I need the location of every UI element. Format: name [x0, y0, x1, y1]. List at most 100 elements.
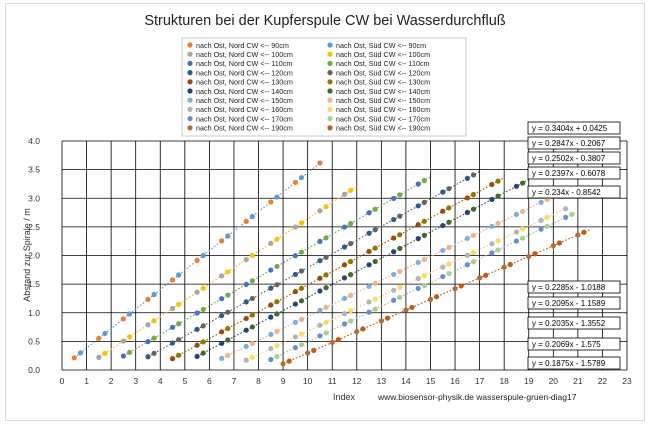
data-point: [176, 352, 182, 358]
equation-label: y = 0.2095x - 1.1589: [532, 299, 606, 308]
y-tick-label: 0.5: [28, 336, 40, 346]
data-point: [298, 331, 305, 337]
data-point: [323, 304, 329, 311]
data-point: [544, 223, 550, 229]
data-point: [464, 252, 470, 258]
data-point: [176, 337, 182, 343]
legend-label: nach Ost, Süd CW <-- 100cm: [336, 50, 430, 59]
data-point: [440, 222, 446, 229]
data-point: [470, 206, 477, 212]
data-point: [446, 186, 452, 192]
x-tick-label: 0: [60, 376, 65, 386]
x-tick-label: 3: [133, 376, 138, 386]
data-point: [169, 356, 176, 362]
equation-box: [527, 356, 621, 370]
data-point: [102, 350, 108, 356]
legend-box: [181, 37, 467, 137]
data-point: [292, 345, 298, 351]
data-point: [397, 213, 403, 219]
data-point: [495, 247, 501, 253]
data-point: [292, 334, 298, 340]
data-point: [415, 285, 421, 292]
data-point: [391, 287, 397, 293]
equation-box: [527, 151, 621, 165]
x-tick-label: 11: [328, 376, 337, 386]
data-point: [243, 281, 249, 287]
data-point: [464, 175, 470, 181]
data-point: [298, 268, 305, 274]
data-point: [169, 324, 176, 330]
data-point: [225, 325, 231, 332]
data-point: [464, 262, 470, 268]
legend-label: nach Ost, Süd CW <-- 120cm: [336, 68, 430, 77]
x-tick-label: 8: [256, 376, 261, 386]
data-point: [323, 204, 329, 210]
data-point: [415, 222, 421, 228]
y-tick-label: 3.5: [28, 165, 40, 175]
y-tick-labels: 0.0 0.5 1.0 1.5 2.0 2.5 3.0 3.5 4.0: [28, 136, 40, 375]
data-point: [341, 321, 348, 327]
legend-marker: [327, 88, 333, 94]
x-tick-label: 21: [573, 376, 583, 386]
data-point: [391, 235, 397, 241]
data-point: [249, 324, 255, 330]
data-point: [200, 350, 206, 356]
data-point: [317, 238, 323, 244]
data-point: [421, 282, 427, 289]
data-point: [274, 282, 280, 288]
data-point: [397, 245, 403, 252]
data-point: [538, 199, 544, 206]
data-point: [434, 294, 440, 300]
equation-box: [527, 136, 621, 150]
data-point: [151, 318, 157, 324]
data-point: [489, 223, 495, 230]
data-point: [274, 343, 280, 349]
data-point: [77, 350, 84, 356]
data-point: [415, 259, 421, 266]
legend-label: nach Ost, Süd CW <-- 130cm: [336, 78, 430, 87]
data-point: [415, 276, 421, 282]
data-point: [513, 211, 520, 218]
data-point: [298, 249, 305, 255]
y-tick-label: 1.0: [28, 308, 40, 318]
legend-label: nach Ost, Süd CW <-- 90cm: [336, 41, 426, 50]
data-point: [243, 327, 249, 333]
data-point: [397, 192, 403, 198]
data-point: [372, 306, 378, 312]
x-tick-label: 23: [622, 376, 632, 386]
data-point: [538, 217, 544, 224]
data-point: [298, 316, 305, 323]
data-point: [268, 331, 274, 337]
data-point: [538, 226, 544, 232]
data-point: [354, 328, 360, 335]
data-point: [489, 181, 495, 188]
legend-label: nach Ost, Nord CW <-- 170cm: [196, 114, 293, 123]
data-point: [507, 261, 513, 268]
data-point: [348, 292, 354, 299]
data-points: [71, 160, 587, 367]
data-point: [415, 181, 421, 187]
data-point: [323, 254, 329, 260]
data-point: [145, 339, 151, 345]
data-point: [391, 297, 397, 303]
data-point: [427, 296, 434, 302]
data-point: [317, 333, 323, 339]
data-point: [341, 275, 348, 281]
data-point: [292, 224, 298, 230]
legend-marker: [187, 116, 193, 122]
y-tick-label: 2.0: [28, 251, 40, 261]
data-point: [440, 247, 446, 254]
data-point: [421, 256, 427, 263]
data-point: [391, 249, 397, 255]
data-point: [274, 311, 280, 317]
data-point: [145, 354, 151, 360]
x-tick-label: 4: [158, 376, 163, 386]
legend-marker: [327, 125, 333, 131]
x-tick-label: 18: [499, 376, 509, 386]
data-point: [397, 268, 403, 275]
data-point: [274, 194, 280, 200]
data-point: [268, 302, 274, 308]
x-tick-label: 10: [303, 376, 313, 386]
